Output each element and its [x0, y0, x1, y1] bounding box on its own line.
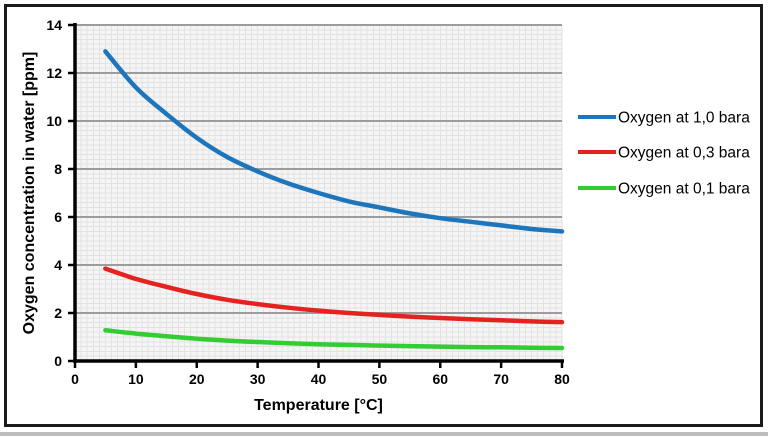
series-line-0	[103, 49, 565, 234]
y-tick-label: 10	[46, 113, 62, 129]
legend-label: Oxygen at 0,1 bara	[618, 181, 750, 198]
legend-item-2: Oxygen at 0,1 bara	[578, 181, 750, 198]
y-tick-label: 2	[54, 305, 62, 321]
x-tick-label: 30	[250, 371, 266, 387]
legend-label: Oxygen at 1,0 bara	[618, 110, 750, 127]
series-line-1	[103, 266, 565, 325]
legend-item-0: Oxygen at 1,0 bara	[578, 110, 750, 127]
legend-item-1: Oxygen at 0,3 bara	[578, 145, 750, 162]
y-tick-label: 14	[46, 17, 62, 33]
series-line-2	[103, 328, 565, 351]
x-tick-label: 60	[432, 371, 448, 387]
window-bottom-strip	[0, 432, 768, 436]
y-tick-label: 8	[54, 161, 62, 177]
legend-label: Oxygen at 0,3 bara	[618, 145, 750, 162]
y-tick-label: 0	[54, 353, 62, 369]
x-tick-label: 50	[372, 371, 388, 387]
x-tick-label: 10	[128, 371, 144, 387]
x-tick-label: 0	[71, 371, 79, 387]
legend: Oxygen at 1,0 bara Oxygen at 0,3 bara Oxyg…	[578, 110, 750, 198]
y-tick-label: 6	[54, 209, 62, 225]
y-axis-title: Oxygen concentration in water [ppm]	[21, 52, 38, 335]
x-tick-label: 20	[189, 371, 205, 387]
chart-frame-border	[4, 4, 763, 427]
x-tick-label: 80	[554, 371, 570, 387]
x-axis-title: Temperature [°C]	[254, 397, 383, 414]
y-tick-label: 4	[54, 257, 62, 273]
x-tick-label: 70	[493, 371, 509, 387]
x-tick-label: 40	[311, 371, 327, 387]
major-grid	[75, 24, 562, 314]
y-tick-label: 12	[46, 65, 62, 81]
axes	[68, 23, 564, 368]
